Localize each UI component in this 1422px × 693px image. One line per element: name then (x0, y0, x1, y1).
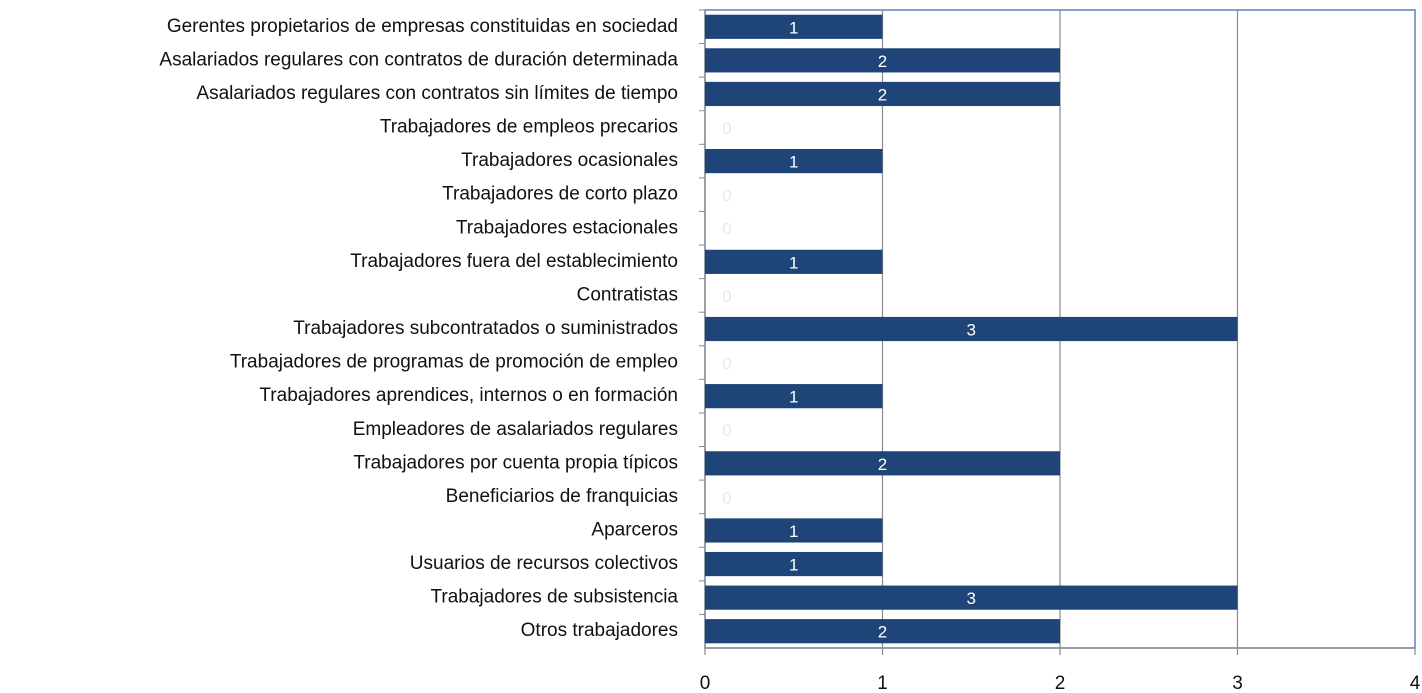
value-label: 1 (789, 388, 798, 407)
bar (705, 619, 1060, 644)
y-tick-label: Asalariados regulares con contratos de d… (159, 49, 678, 70)
value-label: 2 (878, 623, 887, 642)
value-label: 0 (722, 220, 731, 239)
y-tick-label: Trabajadores por cuenta propia típicos (353, 452, 678, 473)
y-tick-label: Beneficiarios de franquicias (446, 486, 678, 507)
y-tick-label: Asalariados regulares con contratos sin … (196, 83, 678, 104)
value-label: 0 (722, 488, 731, 507)
value-label: 1 (789, 18, 798, 37)
value-label: 0 (722, 186, 731, 205)
y-tick-label: Trabajadores de corto plazo (442, 184, 678, 205)
y-tick-label: Empleadores de asalariados regulares (353, 419, 678, 440)
bar (705, 518, 883, 543)
value-label: 1 (789, 556, 798, 575)
y-tick-label: Trabajadores de programas de promoción d… (230, 352, 678, 373)
value-label: 0 (722, 287, 731, 306)
y-tick-label: Otros trabajadores (521, 620, 678, 641)
value-label: 2 (878, 455, 887, 474)
bar (705, 81, 1060, 107)
y-tick-label: Trabajadores subcontratados o suministra… (293, 318, 678, 339)
bar (705, 384, 883, 409)
value-label: 2 (878, 85, 887, 104)
x-tick-label: 0 (700, 673, 711, 693)
y-tick-label: Gerentes propietarios de empresas consti… (167, 16, 678, 37)
y-tick-label: Trabajadores de empleos precarios (380, 117, 678, 138)
value-label: 1 (789, 522, 798, 541)
value-label: 2 (878, 52, 887, 71)
y-tick-label: Trabajadores fuera del establecimiento (350, 251, 678, 272)
bar (705, 451, 1060, 476)
value-label: 1 (789, 153, 798, 172)
y-tick-label: Trabajadores ocasionales (461, 150, 678, 171)
value-label: 1 (789, 253, 798, 272)
value-label: 0 (722, 119, 731, 138)
y-tick-label: Contratistas (577, 284, 678, 305)
bar (705, 316, 1238, 342)
x-tick-label: 1 (877, 673, 888, 693)
value-label: 0 (722, 421, 731, 440)
y-tick-label: Trabajadores aprendices, internos o en f… (259, 385, 678, 406)
y-tick-label: Trabajadores de subsistencia (431, 587, 679, 608)
value-label: 3 (967, 589, 976, 608)
bar (705, 249, 883, 274)
bar (705, 14, 883, 39)
bar (705, 551, 883, 577)
bar (705, 48, 1060, 73)
y-tick-label: Aparceros (591, 519, 678, 540)
x-tick-label: 3 (1232, 673, 1243, 693)
x-tick-label: 4 (1410, 673, 1421, 693)
value-label: 3 (967, 320, 976, 339)
x-tick-label: 2 (1055, 673, 1066, 693)
bar (705, 149, 883, 174)
y-tick-label: Trabajadores estacionales (456, 217, 678, 238)
value-label: 0 (722, 354, 731, 373)
y-tick-label: Usuarios de recursos colectivos (410, 553, 678, 574)
bar (705, 585, 1238, 610)
